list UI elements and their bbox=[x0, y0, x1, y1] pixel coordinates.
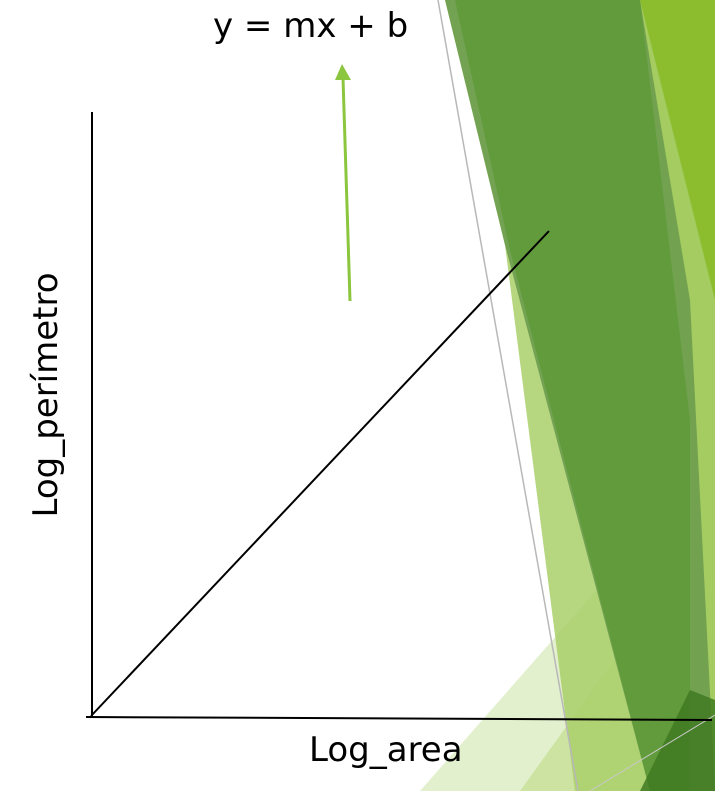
regression-line bbox=[90, 230, 550, 717]
x-axis bbox=[85, 716, 713, 721]
y-axis-label: Log_perímetro bbox=[26, 272, 66, 518]
theme-thin-line bbox=[437, 0, 579, 791]
theme-deep-green-accent bbox=[640, 690, 715, 791]
x-axis-label: Log_area bbox=[309, 730, 463, 770]
theme-decoration bbox=[420, 0, 715, 791]
theme-dark-green-shape bbox=[455, 0, 690, 791]
equation-label: y = mx + b bbox=[213, 6, 409, 46]
theme-thin-line-2 bbox=[589, 714, 715, 791]
arrow-shaft bbox=[341, 77, 352, 302]
arrow-head bbox=[335, 64, 351, 80]
